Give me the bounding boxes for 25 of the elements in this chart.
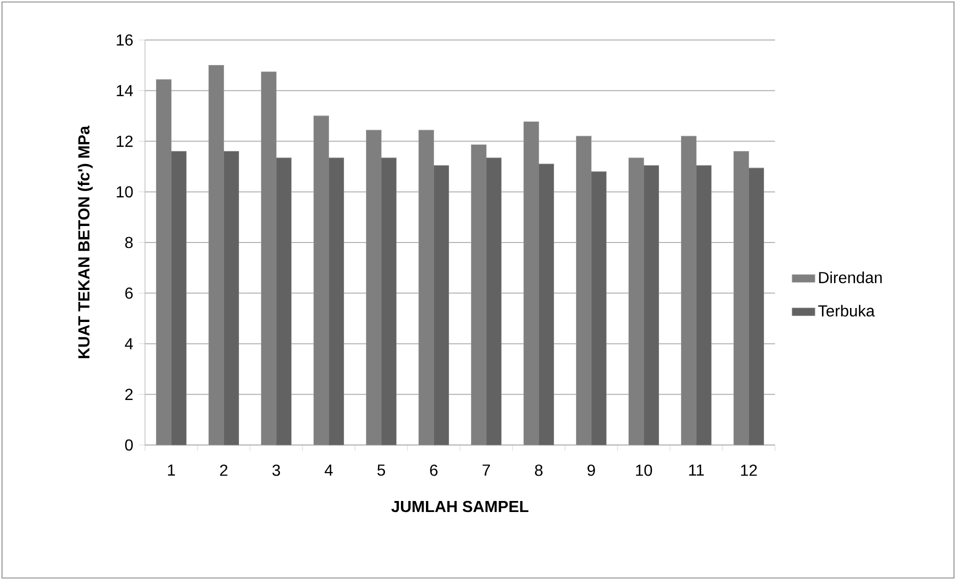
x-axis-title: JUMLAH SAMPEL	[391, 500, 528, 512]
y-tick-label: 16	[116, 34, 133, 46]
y-tick-label: 12	[116, 136, 133, 147]
legend-label: Terbuka	[818, 304, 875, 317]
x-tick-label: 3	[272, 464, 280, 476]
y-tick-label: 8	[125, 236, 133, 248]
y-tick-label: 14	[116, 85, 133, 96]
x-tick-label: 2	[220, 464, 228, 476]
x-tick-label: 11	[689, 464, 704, 476]
y-tick-label: 6	[125, 287, 133, 299]
x-tick-label: 10	[636, 464, 652, 476]
x-tick-label: 8	[534, 464, 543, 476]
y-tick-label: 4	[124, 338, 133, 350]
x-tick-label: 7	[482, 464, 490, 476]
x-tick-label: 5	[377, 464, 386, 476]
x-tick-label: 4	[324, 464, 333, 476]
x-tick-label: 1	[168, 464, 175, 476]
x-tick-label: 6	[430, 464, 438, 476]
x-tick-label: 12	[741, 464, 757, 476]
y-tick-label: 2	[125, 388, 133, 400]
y-axis-title: KUAT TEKAN BETON (fc') MPa	[78, 126, 93, 358]
x-tick-label: 9	[588, 464, 595, 476]
legend-label: Direndan	[819, 271, 882, 284]
y-tick-label: 0	[125, 439, 133, 451]
y-tick-label: 10	[116, 186, 133, 198]
